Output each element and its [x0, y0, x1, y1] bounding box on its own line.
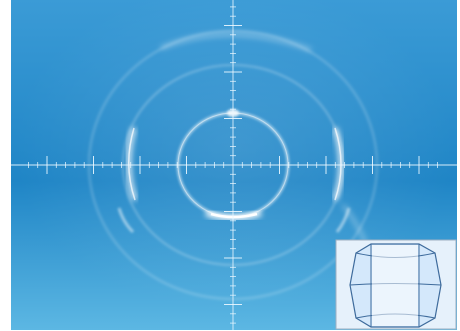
crystal-inset: [335, 239, 457, 330]
diffraction-image: [11, 0, 457, 330]
crosshair-axes: [11, 0, 457, 330]
